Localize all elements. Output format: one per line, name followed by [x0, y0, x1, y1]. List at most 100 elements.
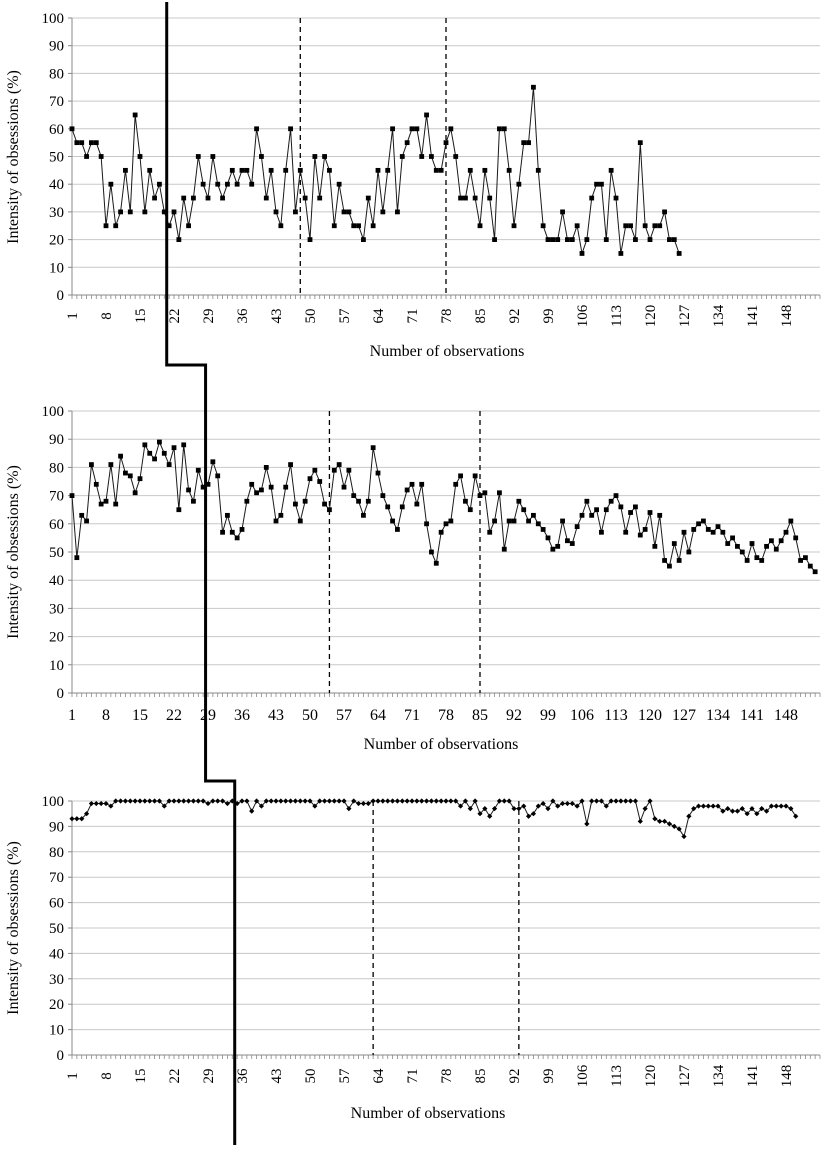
data-point	[375, 798, 381, 804]
data-point	[453, 481, 459, 487]
x-tick-label: 64	[371, 1068, 387, 1084]
data-point	[768, 803, 775, 809]
x-tick-label: 29	[201, 309, 217, 324]
data-point	[132, 112, 138, 118]
data-point	[151, 798, 158, 804]
data-point	[346, 209, 352, 215]
data-point	[453, 798, 459, 804]
y-tick-label: 30	[49, 972, 64, 988]
y-tick-label: 40	[49, 946, 64, 962]
data-point	[491, 806, 498, 812]
data-point	[754, 811, 760, 817]
y-tick-label: 20	[49, 630, 64, 646]
data-point	[258, 803, 265, 809]
data-point	[244, 798, 250, 804]
x-tick-label: 92	[507, 1069, 523, 1084]
data-point	[293, 209, 298, 215]
x-tick-label: 36	[235, 1068, 251, 1084]
x-tick-label: 57	[337, 308, 353, 324]
y-tick-label: 90	[49, 819, 64, 835]
chart-panel-2: 0 10 20 30 40 50 60 70 80 90 100 1 8 15 22 29 36 43 50 57 64…	[5, 404, 821, 753]
data-point	[375, 167, 381, 173]
data-point	[535, 167, 541, 173]
data-point	[225, 181, 230, 187]
data-point	[807, 563, 813, 569]
data-point	[113, 798, 119, 804]
y-tick-label: 70	[49, 94, 64, 110]
data-point	[166, 223, 172, 229]
data-point	[341, 798, 347, 804]
data-point	[627, 798, 634, 804]
data-point	[191, 498, 196, 504]
data-point	[458, 195, 463, 201]
data-point	[691, 527, 697, 532]
data-point	[341, 484, 347, 490]
data-point	[385, 167, 391, 173]
data-point	[399, 154, 405, 159]
data-point	[341, 209, 347, 215]
data-point	[710, 803, 716, 809]
data-point	[657, 223, 663, 229]
data-point	[564, 800, 571, 807]
data-point	[667, 563, 672, 569]
data-point	[166, 462, 172, 467]
data-point	[127, 209, 133, 215]
data-point	[365, 498, 371, 504]
data-point	[283, 167, 289, 173]
data-point	[749, 806, 755, 812]
x-axis-title: Number of observations	[370, 343, 525, 360]
data-point	[482, 167, 488, 173]
data-point	[98, 501, 104, 507]
x-tick-label: 8	[99, 312, 115, 320]
data-point	[701, 518, 706, 524]
data-point	[254, 126, 259, 132]
data-point	[234, 535, 240, 541]
data-point	[574, 524, 580, 530]
data-point	[293, 501, 298, 507]
x-tick-label: 36	[235, 308, 251, 324]
data-point	[618, 504, 624, 510]
data-point	[327, 167, 332, 173]
data-point	[195, 154, 201, 159]
data-point	[642, 806, 648, 812]
data-point	[628, 223, 633, 229]
chart-panel-3: 0 10 20 30 40 50 60 70 80 90 100 1 8 15 22 29 36 43 50 57 64…	[5, 794, 821, 1122]
data-point	[419, 798, 425, 804]
y-axis-title: Intensity of obsessions (%)	[5, 465, 22, 639]
data-point	[351, 223, 357, 229]
data-point	[278, 223, 284, 229]
data-point	[375, 470, 381, 476]
data-point	[608, 167, 614, 173]
data-point	[312, 154, 318, 159]
data-point	[574, 223, 580, 229]
data-point	[550, 237, 556, 242]
data-point	[618, 798, 624, 804]
y-tick-label: 60	[49, 896, 64, 912]
data-point	[278, 798, 284, 804]
data-point	[497, 126, 502, 132]
data-point	[317, 195, 323, 201]
data-point	[302, 798, 308, 804]
data-point	[409, 798, 415, 804]
data-point	[234, 181, 240, 187]
data-point	[545, 806, 551, 812]
data-point	[268, 167, 274, 173]
data-point	[254, 490, 259, 496]
data-point	[443, 798, 449, 804]
data-point	[506, 518, 512, 524]
data-point	[142, 209, 148, 215]
x-tick-label: 22	[167, 1069, 183, 1084]
data-point	[526, 518, 531, 524]
data-point	[531, 84, 536, 90]
data-point	[526, 140, 531, 146]
data-point	[438, 529, 444, 535]
data-point	[589, 512, 595, 518]
data-series-line	[71, 87, 680, 256]
data-point	[404, 487, 410, 493]
data-point	[428, 798, 435, 804]
data-point	[157, 439, 162, 445]
data-point	[389, 798, 396, 804]
data-point	[205, 195, 211, 201]
data-point	[210, 798, 216, 804]
data-point	[273, 518, 279, 524]
